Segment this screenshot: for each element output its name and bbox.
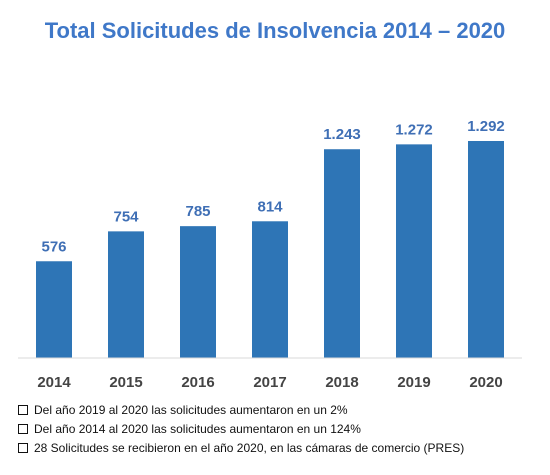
x-tick-label-2014: 2014 [37, 374, 71, 391]
x-tick-label-2017: 2017 [253, 374, 286, 391]
note-text: Del año 2019 al 2020 las solicitudes aum… [34, 403, 348, 417]
value-label-2014: 576 [41, 238, 66, 255]
checkbox-icon [18, 405, 28, 415]
note-text: 28 Solicitudes se recibieron en el año 2… [34, 441, 465, 455]
bar-2015 [108, 231, 144, 358]
checkbox-icon [18, 443, 28, 453]
bar-2019 [396, 144, 432, 358]
x-tick-label-2018: 2018 [325, 374, 358, 391]
note-item: Del año 2014 al 2020 las solicitudes aum… [18, 420, 464, 439]
note-item: Del año 2019 al 2020 las solicitudes aum… [18, 401, 464, 420]
bar-2018 [324, 149, 360, 358]
note-item: 28 Solicitudes se recibieron en el año 2… [18, 439, 464, 458]
value-label-2015: 754 [113, 208, 139, 225]
bar-2017 [252, 221, 288, 358]
x-tick-labels-group: 2014 2015 2016 2017 2018 2019 2020 [37, 374, 502, 391]
x-tick-label-2020: 2020 [469, 374, 502, 391]
value-label-2018: 1.243 [323, 126, 361, 143]
notes-list: Del año 2019 al 2020 las solicitudes aum… [18, 401, 464, 458]
checkbox-icon [18, 424, 28, 434]
x-tick-label-2019: 2019 [397, 374, 430, 391]
value-labels-group: 576 754 785 814 1.243 1.272 1.292 [41, 118, 504, 255]
value-label-2016: 785 [185, 203, 210, 220]
x-tick-label-2016: 2016 [181, 374, 214, 391]
value-label-2020: 1.292 [467, 118, 505, 135]
note-text: Del año 2014 al 2020 las solicitudes aum… [34, 422, 361, 436]
bar-2016 [180, 226, 216, 358]
value-label-2019: 1.272 [395, 121, 433, 138]
bar-chart: 576 754 785 814 1.243 1.272 1.292 2014 2015 2016… [18, 118, 522, 391]
bar-2020 [468, 141, 504, 358]
bars-group [36, 141, 504, 358]
x-tick-label-2015: 2015 [109, 374, 142, 391]
bar-2014 [36, 261, 72, 358]
value-label-2017: 814 [257, 198, 283, 215]
chart-title: Total Solicitudes de Insolvencia 2014 – … [44, 18, 506, 43]
